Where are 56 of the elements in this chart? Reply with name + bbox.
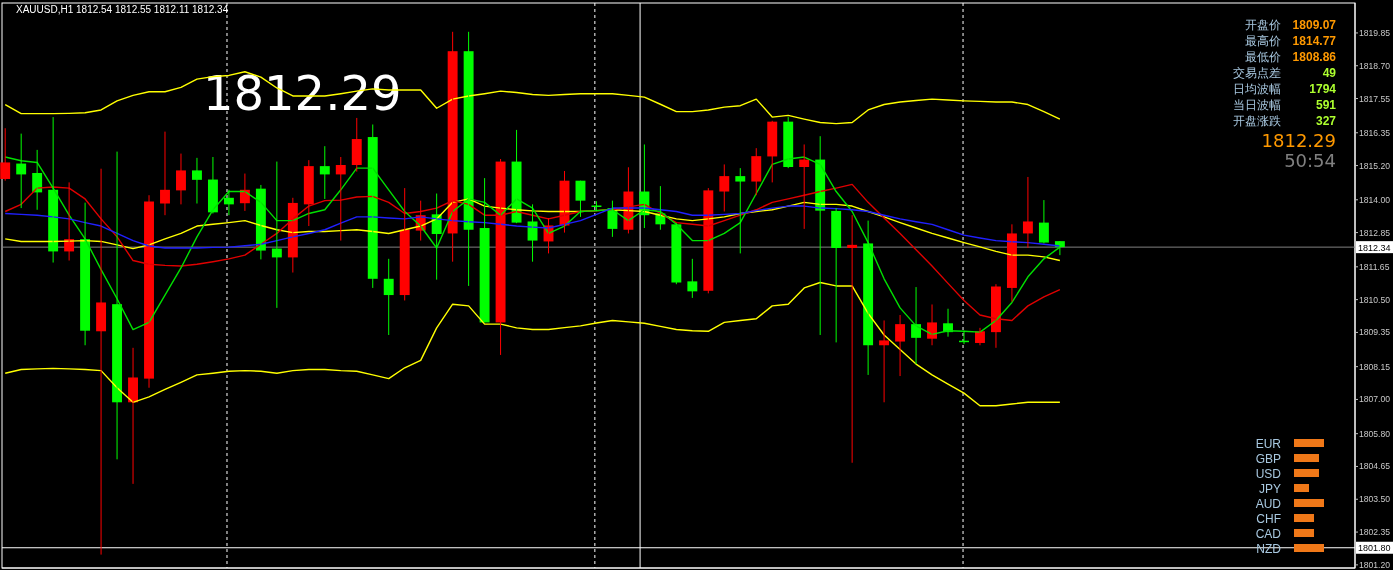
ref-line-label: 1801.80 xyxy=(1358,543,1391,554)
text: 49 xyxy=(1322,66,1337,80)
y-tick-label: JPY xyxy=(1258,481,1281,496)
text: 当日波幅 xyxy=(1233,98,1281,112)
candlestick xyxy=(303,159,314,227)
text: 327 xyxy=(1315,114,1337,128)
y-tick-label: 1815.20 xyxy=(1359,160,1391,171)
text: 1812.29 xyxy=(1261,130,1336,151)
y-tick-label: GBP xyxy=(1255,451,1281,466)
candlestick xyxy=(0,127,11,182)
y-tick-label: 1816.35 xyxy=(1359,127,1391,138)
y-tick-label: 1810.50 xyxy=(1359,294,1391,305)
line-series xyxy=(4,198,1061,262)
text: 50:54 xyxy=(1284,150,1336,171)
y-tick-label: 1801.20 xyxy=(1359,559,1391,570)
y-tick-label: CHF xyxy=(1256,511,1281,526)
candlestick xyxy=(591,200,602,212)
candlestick xyxy=(719,163,730,212)
candlestick xyxy=(687,258,698,299)
chart-title: XAUUSD,H1 1812.54 1812.55 1812.11 1812.34 xyxy=(16,4,229,15)
text: 日均波幅 xyxy=(1233,82,1281,96)
candlestick xyxy=(831,207,842,343)
text: 交易点差 xyxy=(1233,66,1281,80)
y-tick-label: 1804.65 xyxy=(1359,461,1391,472)
candlestick xyxy=(479,177,490,323)
y-tick-label: 1807.00 xyxy=(1359,394,1391,405)
y-tick-label: USD xyxy=(1255,466,1282,481)
text: 开盘涨跌 xyxy=(1233,114,1281,128)
y-tick-label: 1805.80 xyxy=(1359,428,1391,439)
ref-line-label: 1812.34 xyxy=(1358,242,1391,253)
text: 1814.77 xyxy=(1292,34,1337,48)
line-series xyxy=(4,281,1061,407)
y-tick-label: AUD xyxy=(1255,496,1282,511)
text: 最低价 xyxy=(1245,50,1281,64)
y-tick-label: 1818.70 xyxy=(1359,60,1391,71)
y-tick-label: 1802.35 xyxy=(1359,527,1391,538)
candlestick xyxy=(751,147,762,196)
y-tick-label: 1814.00 xyxy=(1359,194,1391,205)
y-tick-label: 1809.35 xyxy=(1359,327,1391,338)
y-tick-label: 1808.15 xyxy=(1359,361,1391,372)
text: 1808.86 xyxy=(1292,50,1337,64)
candlestick xyxy=(735,167,746,254)
y-tick-label: 1817.55 xyxy=(1359,93,1391,104)
text: 591 xyxy=(1315,98,1337,112)
candlestick xyxy=(399,187,410,301)
y-tick-label: 1811.65 xyxy=(1359,261,1390,272)
y-tick-label: EUR xyxy=(1255,436,1282,451)
y-tick-label: 1819.85 xyxy=(1359,27,1391,38)
text: 最高价 xyxy=(1245,34,1281,48)
y-tick-label: 1803.50 xyxy=(1359,494,1391,505)
text: 1794 xyxy=(1309,82,1337,96)
candlestick xyxy=(351,117,362,173)
text: 1809.07 xyxy=(1292,18,1337,32)
y-tick-label: 1812.85 xyxy=(1359,227,1391,238)
text: 开盘价 xyxy=(1245,18,1281,32)
y-tick-label: CAD xyxy=(1255,526,1282,541)
